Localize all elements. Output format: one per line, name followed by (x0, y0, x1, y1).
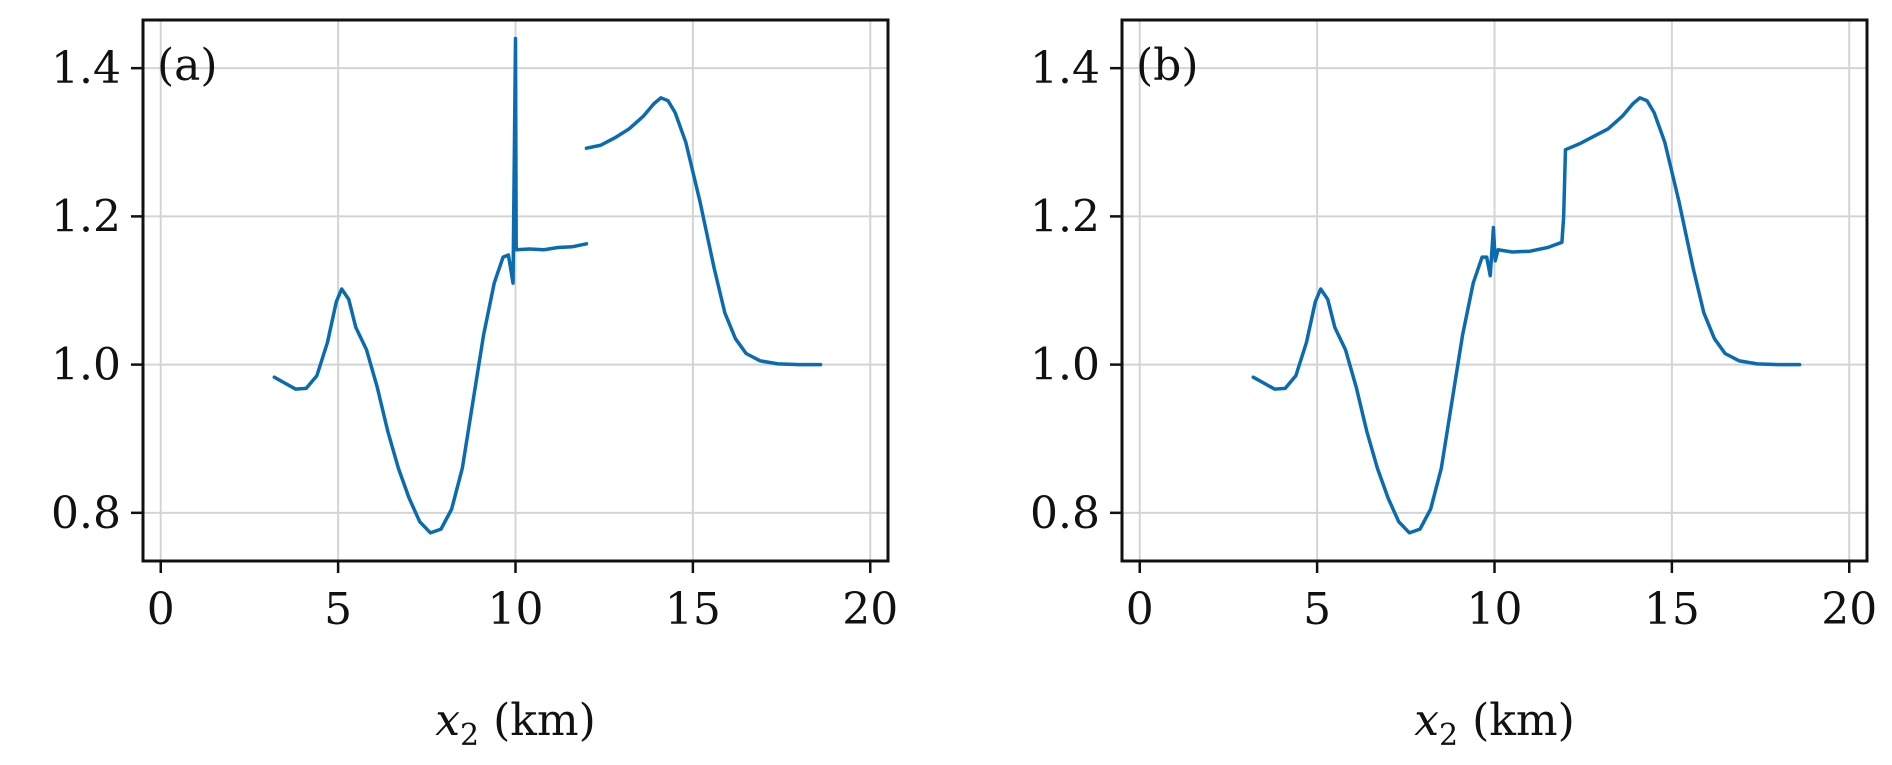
x-tick-label: 0 (1126, 584, 1154, 635)
x-tick-label: 5 (324, 584, 352, 635)
y-tick-label: 1.2 (51, 191, 121, 242)
x-tick-label: 20 (1821, 584, 1877, 635)
x-axis-label-unit: (km) (479, 695, 596, 746)
y-tick-label: 1.0 (1030, 340, 1100, 391)
y-tick-label: 0.8 (1030, 488, 1100, 539)
x-tick-label: 20 (842, 584, 898, 635)
y-tick-label: 1.4 (1030, 43, 1100, 94)
x-axis-label: x2 (km) (435, 695, 596, 753)
y-tick-label: 1.0 (51, 340, 121, 391)
x-tick-label: 0 (147, 584, 175, 635)
series-line-segment (272, 36, 589, 535)
x-tick-label: 10 (1467, 584, 1523, 635)
x-axis-label-subscript: 2 (460, 718, 479, 753)
x-tick-label: 10 (488, 584, 544, 635)
x-axis-label-subscript: 2 (1439, 718, 1458, 753)
x-tick-label: 5 (1303, 584, 1331, 635)
y-tick-label: 0.8 (51, 488, 121, 539)
series-line-segment (584, 96, 823, 367)
chart-panel-b: 0 5 10 15 20 0.8 1.0 1.2 1.4 (b) x2 (km) (1030, 18, 1877, 753)
panel-label: (a) (157, 40, 218, 91)
x-axis-label-unit: (km) (1458, 695, 1575, 746)
panel-label: (b) (1136, 40, 1199, 91)
x-axis-label-variable: x (435, 695, 460, 746)
y-tick-label: 1.2 (1030, 191, 1100, 242)
series-line-segment (1251, 96, 1802, 535)
x-axis-label: x2 (km) (1414, 695, 1575, 753)
x-tick-label: 15 (1644, 584, 1700, 635)
x-tick-label: 15 (665, 584, 721, 635)
x-axis-label-variable: x (1414, 695, 1439, 746)
chart-panel-a: 0 5 10 15 20 0.8 1.0 1.2 1.4 (a) x2 (km) (51, 18, 898, 753)
y-tick-label: 1.4 (51, 43, 121, 94)
